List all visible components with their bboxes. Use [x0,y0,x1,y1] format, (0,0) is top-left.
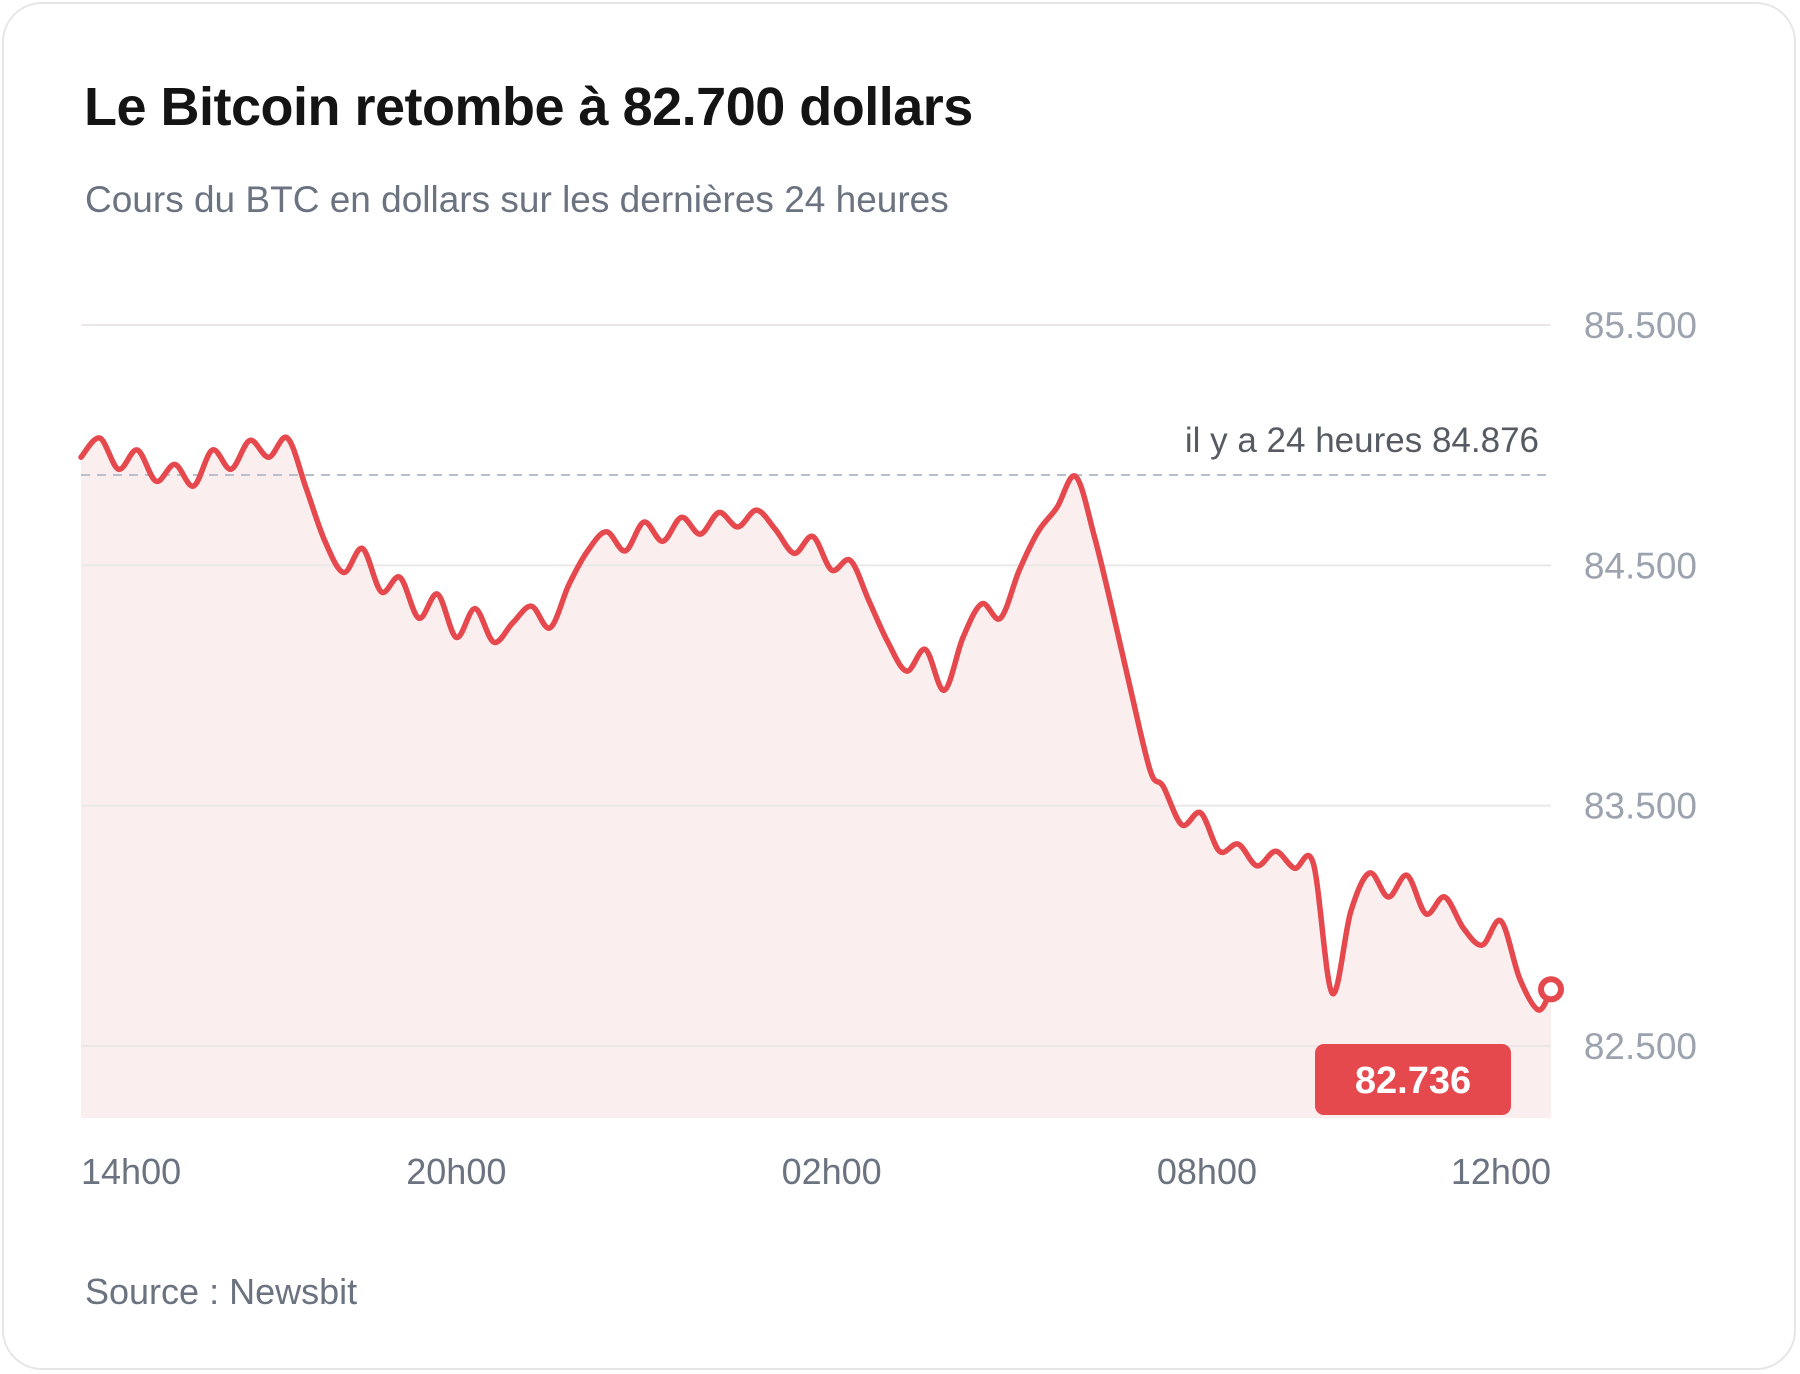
x-tick-label: 20h00 [406,1151,506,1192]
area-fill [81,437,1551,1118]
x-tick-label: 12h00 [1451,1151,1551,1192]
x-tick-label: 08h00 [1157,1151,1257,1192]
y-tick-label: 85.500 [1584,305,1697,346]
source-note: Source : Newsbit [85,1271,357,1313]
reference-label: il y a 24 heures 84.876 [1185,421,1539,460]
x-tick-label: 14h00 [81,1151,181,1192]
y-tick-label: 82.500 [1584,1026,1697,1067]
source-label: Source : [85,1271,220,1312]
source-name: Newsbit [229,1271,358,1312]
last-value-label: 82.736 [1355,1060,1471,1102]
price-line [78,434,1554,1013]
last-value-badge [1315,1044,1511,1115]
last-point-marker [1538,976,1564,1003]
chart-subtitle: Cours du BTC en dollars sur les dernière… [85,179,949,220]
chart-title: Le Bitcoin retombe à 82.700 dollars [84,77,973,137]
x-tick-label: 02h00 [782,1151,882,1192]
y-tick-label: 84.500 [1584,545,1697,586]
y-tick-label: 83.500 [1584,786,1697,827]
